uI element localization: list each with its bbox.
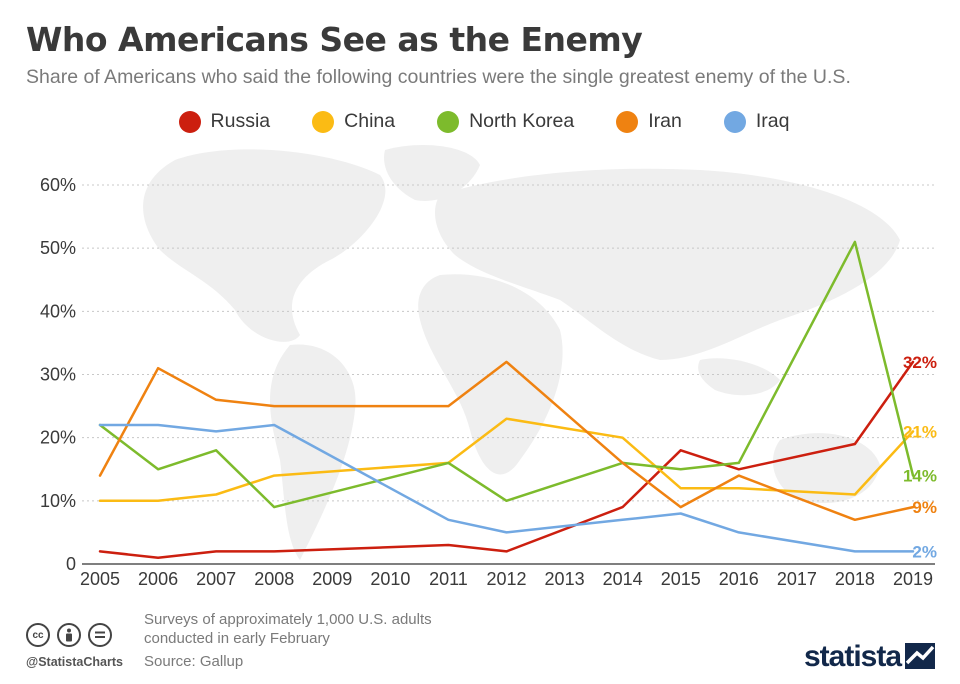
x-tick-label: 2006 [138,569,178,589]
legend-label-russia: Russia [210,110,271,132]
series-line-north-korea [98,240,915,509]
statista-logo-icon [905,643,935,669]
x-tick-label: 2017 [777,569,817,589]
x-tick-label: 2010 [370,569,410,589]
y-tick-label: 40% [40,301,76,321]
series-line-iraq [98,423,915,553]
legend-swatch-iraq [723,110,746,133]
x-axis-ticks: 2005 2006 2007 2008 2009 2010 2011 2012 2013 2014… [80,569,933,589]
legend-label-north-korea: North Korea [469,110,575,132]
legend-item-iran: Iran [616,110,682,133]
x-tick-label: 2016 [719,569,759,589]
y-tick-label: 20% [40,428,76,448]
y-axis-ticks: 0 10% 20% 30% 40% 50% 60% [40,175,76,574]
legend-label-china: China [344,110,396,132]
world-map-background [143,145,900,560]
legend-label-iran: Iran [648,110,682,132]
legend-swatch-iran [616,110,639,133]
x-tick-label: 2005 [80,569,120,589]
y-tick-label: 60% [40,175,76,195]
attribution-icon [57,623,81,647]
legend-item-russia: Russia [178,110,271,133]
legend-swatch-north-korea [437,110,460,133]
end-label-iraq: 2% [912,542,937,561]
y-tick-label: 10% [40,491,76,511]
cc-icon: cc [26,623,50,647]
chart-subtitle: Share of Americans who said the followin… [26,66,851,88]
x-tick-label: 2007 [196,569,236,589]
twitter-handle[interactable]: @StatistaCharts [26,655,123,669]
series-lines [98,240,915,559]
x-tick-label: 2009 [312,569,352,589]
source-note: Source: Gallup [144,653,244,670]
chart-title: Who Americans See as the Enemy [26,20,643,59]
statista-logo[interactable]: statista [804,640,902,673]
license-icons: cc [26,623,112,647]
x-tick-label: 2015 [661,569,701,589]
x-tick-label: 2011 [429,569,468,589]
series-line-iran [98,360,915,522]
no-derivatives-icon [88,623,112,647]
y-tick-label: 30% [40,365,76,385]
x-tick-label: 2019 [893,569,933,589]
grid-lines [82,184,935,565]
legend-swatch-china [312,110,335,133]
legend-item-china: China [312,110,395,133]
x-tick-label: 2018 [835,569,875,589]
legend-swatch-russia [178,110,201,133]
end-label-north-korea: 14% [903,467,937,486]
x-tick-label: 2012 [486,569,526,589]
end-label-iran: 9% [912,498,937,517]
legend: Russia China North Korea Iran Iraq [0,110,960,133]
footnote: Surveys of approximately 1,000 U.S. adul… [144,611,432,647]
x-tick-label: 2013 [545,569,585,589]
end-labels: 32% 21% 14% 9% 2% [903,353,937,561]
series-line-russia [98,360,915,559]
y-tick-label: 50% [40,238,76,258]
end-label-russia: 32% [903,353,937,372]
legend-item-north-korea: North Korea [437,110,574,133]
end-label-china: 21% [903,422,937,441]
y-tick-label: 0 [66,554,76,574]
x-tick-label: 2008 [254,569,294,589]
x-tick-label: 2014 [603,569,643,589]
legend-label-iraq: Iraq [755,110,790,132]
legend-item-iraq: Iraq [723,110,790,133]
